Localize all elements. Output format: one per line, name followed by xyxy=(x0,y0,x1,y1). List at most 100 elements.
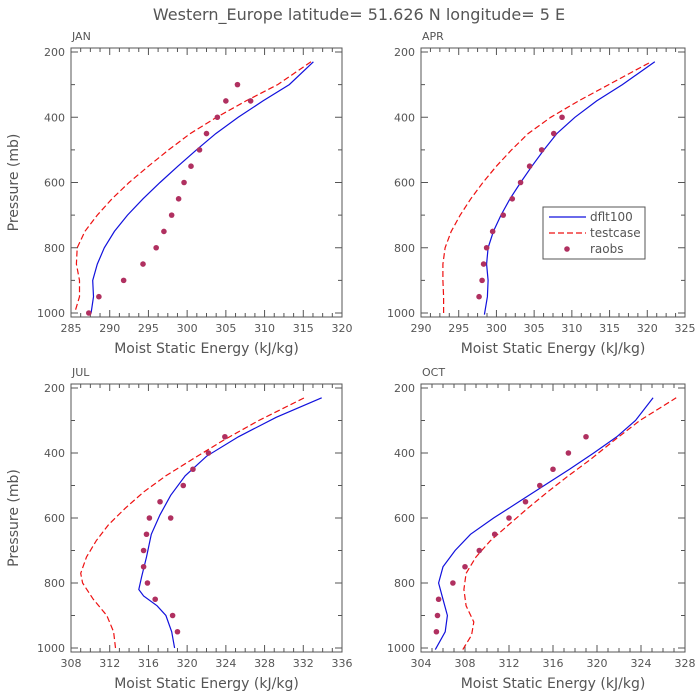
raobs-point xyxy=(86,310,92,316)
raobs-point xyxy=(247,98,254,104)
y-tick-label: 600 xyxy=(394,512,415,525)
y-tick-label: 1000 xyxy=(387,307,415,320)
raobs-point xyxy=(480,261,487,267)
raobs-point xyxy=(491,531,498,538)
x-tick-label: 308 xyxy=(61,657,82,670)
x-tick-label: 295 xyxy=(138,322,159,335)
raobs-point xyxy=(550,466,556,473)
x-tick-label: 332 xyxy=(293,657,314,670)
x-axis-title: Moist Static Energy (kJ/kg) xyxy=(114,341,299,357)
raobs-point xyxy=(583,433,589,440)
dflt100-line xyxy=(434,397,654,650)
x-tick-label: 315 xyxy=(599,322,620,335)
raobs-point xyxy=(489,228,496,235)
raobs-point xyxy=(537,482,543,489)
raobs-point xyxy=(462,563,468,570)
y-tick-label: 600 xyxy=(394,177,415,190)
x-tick-label: 320 xyxy=(332,322,353,335)
x-tick-label: 310 xyxy=(254,322,275,335)
x-tick-label: 310 xyxy=(561,322,582,335)
panel-title: OCT xyxy=(422,366,445,379)
raobs-point xyxy=(140,547,147,554)
figure-title: Western_Europe latitude= 51.626 N longit… xyxy=(153,5,565,25)
panel-title: APR xyxy=(422,30,444,43)
legend-raobs-label: raobs xyxy=(590,242,624,256)
x-axis-title: Moist Static Energy (kJ/kg) xyxy=(461,341,646,357)
raobs-point xyxy=(168,212,175,218)
raobs-point xyxy=(234,81,241,88)
raobs-point xyxy=(483,244,490,251)
x-tick-label: 324 xyxy=(631,657,652,670)
panel-title: JUL xyxy=(71,366,90,379)
y-tick-label: 200 xyxy=(394,382,415,395)
testcase-line xyxy=(80,397,305,649)
raobs-point xyxy=(506,515,512,521)
y-tick-label: 200 xyxy=(44,382,65,395)
testcase-line xyxy=(462,397,677,650)
raobs-point xyxy=(180,482,187,489)
raobs-point xyxy=(522,498,529,505)
raobs-point xyxy=(476,547,483,554)
y-tick-label: 1000 xyxy=(37,307,65,320)
y-tick-label: 400 xyxy=(44,111,65,124)
dflt100-line xyxy=(483,61,656,315)
x-tick-label: 328 xyxy=(675,657,696,670)
raobs-point xyxy=(143,531,150,538)
x-tick-label: 300 xyxy=(486,322,507,335)
raobs-point xyxy=(140,563,147,570)
raobs-point xyxy=(167,515,174,521)
y-tick-label: 800 xyxy=(394,577,415,590)
panel-jul: JUL 308 312 316 320 324 328 332 336 200 400 600 800 1… xyxy=(6,366,353,692)
raobs-point xyxy=(214,114,221,121)
raobs-point xyxy=(96,293,102,300)
raobs-point xyxy=(174,628,181,635)
y-tick-label: 200 xyxy=(44,46,65,59)
plot-frame xyxy=(420,383,686,653)
y-tick-label: 1000 xyxy=(387,642,415,655)
dflt100-line xyxy=(138,397,322,649)
raobs-point xyxy=(223,98,229,104)
raobs-point xyxy=(565,450,572,456)
y-tick-label: 200 xyxy=(394,46,415,59)
x-tick-label: 312 xyxy=(99,657,120,670)
raobs-point xyxy=(175,196,182,202)
raobs-point xyxy=(140,261,146,267)
x-tick-label: 290 xyxy=(411,322,432,335)
legend: dflt100 testcase raobs xyxy=(542,206,646,260)
y-tick-label: 800 xyxy=(394,242,415,255)
y-tick-label: 800 xyxy=(44,242,65,255)
panel-title: JAN xyxy=(71,30,91,43)
x-tick-label: 316 xyxy=(543,657,564,670)
raobs-point xyxy=(190,466,196,473)
dflt100-line xyxy=(90,61,314,314)
panel-jan: JAN 285 290 295 300 305 310 315 320 200 400 600 800 1… xyxy=(6,30,353,357)
testcase-line xyxy=(442,61,652,313)
x-tick-label: 295 xyxy=(448,322,469,335)
x-tick-label: 305 xyxy=(215,322,236,335)
x-tick-label: 320 xyxy=(177,657,198,670)
y-axis-title: Pressure (mb) xyxy=(6,469,22,567)
y-tick-label: 400 xyxy=(394,447,415,460)
raobs-point xyxy=(559,114,565,121)
raobs-point xyxy=(538,147,545,153)
x-axis-title: Moist Static Energy (kJ/kg) xyxy=(461,676,646,692)
raobs-point xyxy=(476,293,482,300)
panel-apr: APR 290 295 300 305 310 315 320 325 200 400 600 800 1… xyxy=(387,30,696,357)
raobs-point xyxy=(526,163,533,169)
raobs-point xyxy=(500,212,507,218)
panel-oct: OCT 304 308 312 316 320 324 328 200 400 600 800 1000… xyxy=(387,366,696,692)
x-tick-label: 320 xyxy=(637,322,658,335)
x-axis-title: Moist Static Energy (kJ/kg) xyxy=(114,676,299,692)
raobs-point xyxy=(434,612,441,619)
raobs-point xyxy=(157,498,163,505)
raobs-point xyxy=(509,196,516,202)
raobs-point xyxy=(188,163,194,169)
y-tick-label: 800 xyxy=(44,577,65,590)
y-tick-label: 400 xyxy=(394,111,415,124)
raobs-point xyxy=(146,515,153,521)
raobs-point xyxy=(517,179,524,186)
x-tick-label: 290 xyxy=(99,322,120,335)
y-tick-label: 600 xyxy=(44,512,65,525)
legend-dflt-label: dflt100 xyxy=(590,210,633,224)
raobs-point xyxy=(479,277,485,284)
